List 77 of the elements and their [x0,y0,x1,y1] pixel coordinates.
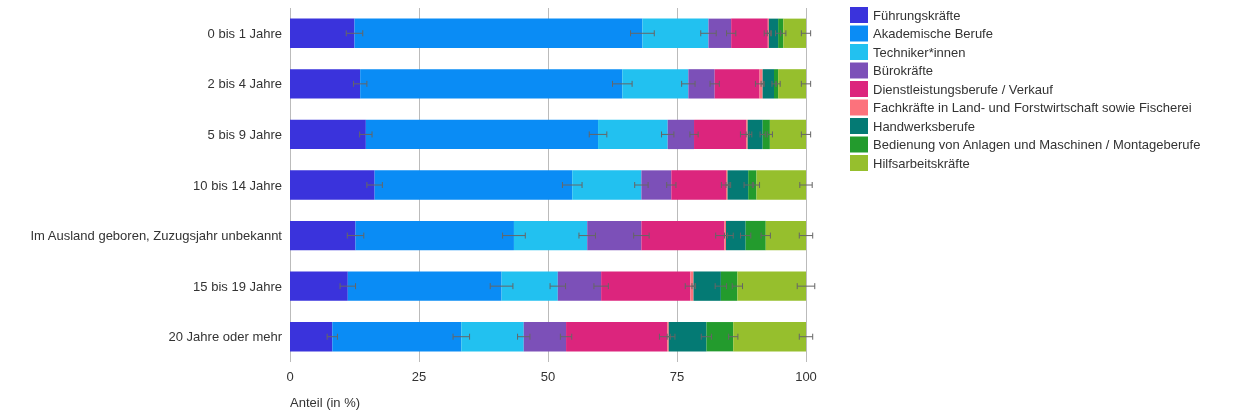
bar [290,322,333,352]
x-tick-label: 0 [286,369,294,384]
bar [557,271,602,301]
bar [708,18,732,48]
bar [360,69,623,99]
bar [642,18,709,48]
bar [714,69,760,99]
bar [513,220,588,251]
x-tick-label: 25 [411,369,427,384]
legend-label: Fachkräfte in Land- und Forstwirtschaft sowie Fischerei [873,100,1192,115]
bar [641,220,725,251]
bar [501,271,558,301]
bar [762,119,770,150]
bar [290,220,356,251]
legend-label: Techniker*innen [873,44,966,60]
bar [720,271,738,301]
legend-label: Bedienung von Anlagen und Maschinen / Montageberufe [873,137,1201,152]
y-tick-label: 10 bis 14 Jahre [193,177,282,193]
bar [667,119,695,150]
bar [688,69,715,99]
bar [783,18,806,48]
bar [566,322,668,352]
bar [726,220,746,251]
bar [347,271,502,301]
bar [668,322,707,352]
bar [572,170,642,200]
bar [778,18,784,48]
bar [355,220,514,251]
bar [747,119,763,150]
y-tick-label: 5 bis 9 Jahre [207,126,282,142]
bar [601,271,691,301]
y-tick-label: 0 bis 1 Jahre [207,25,282,41]
bar [365,119,599,150]
x-axis-title: Anteil (in %) [290,395,361,410]
bar [765,220,806,251]
bar [641,170,672,200]
bar [374,170,573,200]
bar [693,271,721,301]
legend-label: Dienstleistungsberufe / Verkauf [873,81,1054,97]
y-tick-label: Im Ausland geboren, Zuzugsjahr unbekannt [30,228,283,244]
x-tick-label: 75 [669,369,685,384]
bar [671,170,727,200]
bar [332,322,462,352]
legend-label: Akademische Berufe [873,26,993,41]
bar [769,119,806,150]
bar [756,170,806,200]
bar [290,170,375,200]
bar [706,322,734,352]
x-tick-label: 50 [540,369,556,384]
bar [762,69,775,99]
bar [737,271,806,301]
legend-label: Führungskräfte [873,7,961,23]
bar [290,271,348,301]
bar [768,18,779,48]
bar [290,18,355,48]
legend-label: Hilfsarbeitskräfte [873,155,970,171]
bar [622,69,689,99]
bar [587,220,642,251]
bar [745,220,766,251]
bar [523,322,567,352]
legend-label: Bürokräfte [873,63,933,78]
bar [461,322,524,352]
x-tick-label: 100 [795,369,817,384]
bar [694,119,747,150]
bar [731,18,768,48]
bar [290,119,366,150]
bar [354,18,643,48]
y-tick-label: 20 Jahre oder mehr [168,329,283,345]
legend-label: Handwerksberufe [873,118,975,134]
y-tick-label: 15 bis 19 Jahre [193,278,282,294]
bar [598,119,668,150]
bar [727,170,749,200]
bar [778,69,806,99]
bar [748,170,757,200]
bar [290,69,361,99]
bar [733,322,806,352]
y-tick-label: 2 bis 4 Jahre [207,76,282,92]
